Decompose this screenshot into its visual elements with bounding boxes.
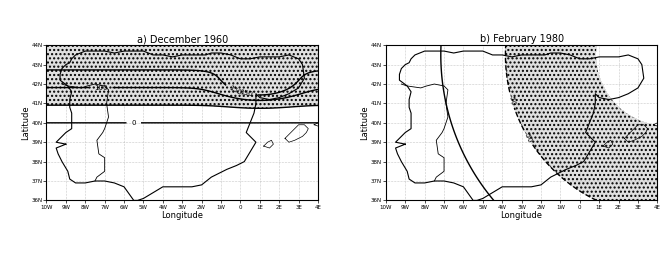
- Y-axis label: Latitude: Latitude: [360, 105, 369, 140]
- Title: b) February 1980: b) February 1980: [479, 34, 564, 44]
- Y-axis label: Latitude: Latitude: [21, 105, 30, 140]
- X-axis label: Longitude: Longitude: [161, 211, 203, 220]
- Title: a) December 1960: a) December 1960: [137, 34, 228, 44]
- Text: -50: -50: [523, 131, 533, 144]
- Text: -50: -50: [508, 94, 516, 106]
- Text: 150: 150: [239, 89, 254, 98]
- Text: 150: 150: [228, 85, 243, 96]
- Text: 0: 0: [131, 120, 136, 126]
- X-axis label: Longitude: Longitude: [501, 211, 542, 220]
- Text: 100: 100: [94, 84, 108, 91]
